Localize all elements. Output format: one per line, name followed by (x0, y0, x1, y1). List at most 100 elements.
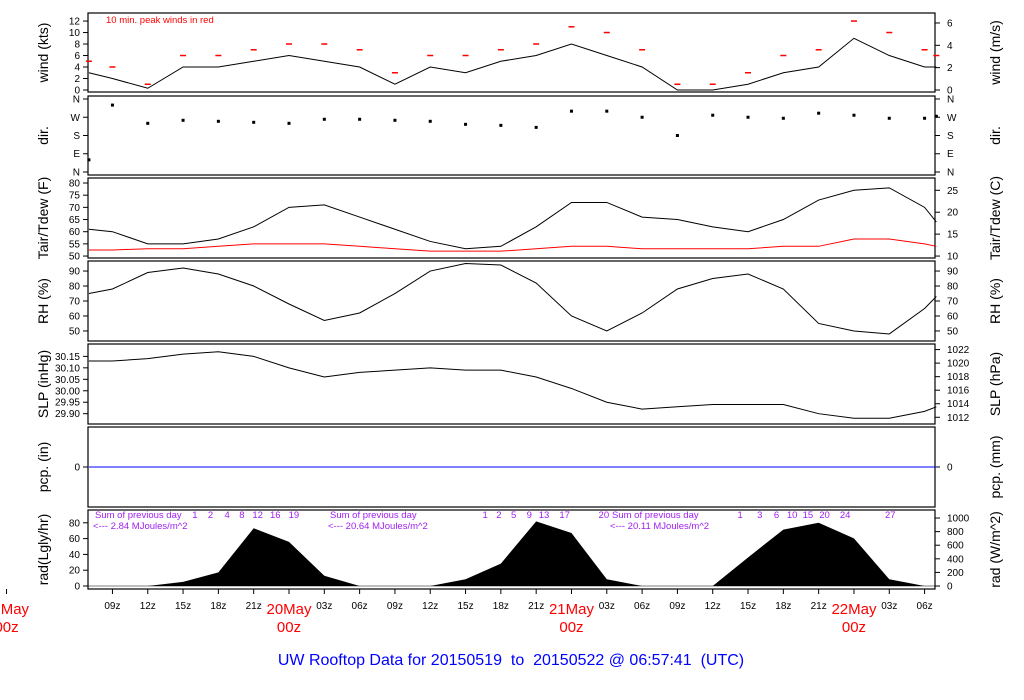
slp-right-tick-label: 1012 (947, 413, 970, 424)
slp-right-tick-label: 1014 (947, 399, 970, 410)
cumulative-radiation-label: 13 (539, 510, 550, 521)
chart-title: UW Rooftop Data for 20150519 to 20150522… (278, 652, 744, 669)
temp-right-tick-label: 20 (947, 208, 959, 219)
x-tick-label: 03z (881, 601, 897, 612)
slp-left-tick-label: 30.05 (55, 375, 80, 386)
rh-left-tick-label: 80 (69, 282, 81, 293)
temp-left-tick-label: 55 (69, 239, 81, 250)
x-tick-label: 03z (316, 601, 332, 612)
wind-right-axis-label: wind (m/s) (987, 20, 1003, 86)
x-tick-label: 15z (175, 601, 191, 612)
wind-left-tick-label: 6 (74, 51, 80, 62)
cumulative-radiation-label: 19 (289, 510, 300, 521)
daily-sum-value: <--- 20.64 MJoules/m^2 (328, 521, 428, 532)
wind-direction-point (322, 117, 326, 121)
temp-right-tick-label: 15 (947, 230, 959, 241)
dir-right-axis-label: dir. (987, 126, 1003, 145)
daily-sum-label: Sum of previous day (95, 510, 182, 521)
dir-panel-frame (87, 95, 936, 176)
rad-left-tick-label: 20 (69, 566, 81, 577)
rh-right-tick-label: 70 (947, 297, 959, 308)
wind-direction-point (393, 118, 397, 122)
rad-right-tick-label: 800 (947, 527, 964, 538)
x-tick-label: 12z (140, 601, 156, 612)
x-tick-label: 18z (775, 601, 791, 612)
wind-direction-point (216, 119, 220, 123)
rad-left-tick-label: 60 (69, 534, 81, 545)
slp-right-tick-label: 1022 (947, 345, 970, 356)
dir-left-axis-label: dir. (35, 126, 51, 145)
dir-left-tick-label: W (71, 113, 81, 124)
cumulative-radiation-label: 17 (559, 510, 570, 521)
temp-series-line-1 (88, 238, 937, 252)
x-tick-label: 12z (422, 601, 438, 612)
cumulative-radiation-label: 8 (239, 510, 244, 521)
slp-left-tick-label: 30.15 (55, 352, 80, 363)
wind-direction-point (87, 158, 91, 162)
temp-left-axis-label: Tair/Tdew (F) (35, 177, 51, 259)
wind-direction-point (252, 120, 256, 124)
rh-right-tick-label: 80 (947, 282, 959, 293)
daily-sum-label: Sum of previous day (330, 510, 417, 521)
slp-right-tick-label: 1016 (947, 386, 970, 397)
date-label-day: 20May (266, 601, 312, 618)
rad-left-tick-label: 0 (74, 582, 80, 593)
date-label-day: 22May (831, 601, 877, 618)
dir-right-tick-label: S (947, 131, 954, 142)
slp-left-tick-label: 29.90 (55, 409, 80, 420)
temp-right-tick-label: 25 (947, 186, 959, 197)
rad-right-tick-label: 600 (947, 541, 964, 552)
rh-series-line-0 (88, 263, 937, 335)
wind-direction-point (428, 119, 432, 123)
x-tick-label: 21z (528, 601, 544, 612)
wind-left-tick-label: 8 (74, 40, 80, 51)
rad-right-tick-label: 0 (947, 582, 953, 593)
wind-left-tick-label: 2 (74, 74, 80, 85)
rad-right-axis-label: rad (W/m^2) (987, 511, 1003, 588)
x-tick-label: 15z (740, 601, 756, 612)
rad-right-tick-label: 400 (947, 554, 964, 565)
slp-left-tick-label: 30.10 (55, 363, 80, 374)
wind-right-tick-label: 0 (947, 85, 953, 96)
rh-left-tick-label: 50 (69, 326, 81, 337)
cumulative-radiation-label: 20 (819, 510, 830, 521)
dir-left-tick-label: S (73, 131, 80, 142)
wind-direction-point (934, 114, 938, 118)
slp-left-tick-label: 30.00 (55, 386, 80, 397)
dir-right-tick-label: E (947, 149, 954, 160)
cumulative-radiation-label: 1 (483, 510, 488, 521)
dir-left-tick-label: E (73, 149, 80, 160)
slp-right-axis-label: SLP (hPa) (987, 352, 1003, 416)
dir-left-tick-label: N (73, 95, 80, 106)
cumulative-radiation-label: 1 (738, 510, 743, 521)
temp-left-tick-label: 65 (69, 215, 81, 226)
cumulative-radiation-label: 27 (885, 510, 896, 521)
daily-sum-value: <--- 2.84 MJoules/m^2 (93, 521, 187, 532)
wind-right-tick-label: 6 (947, 18, 953, 29)
cumulative-radiation-label: 10 (787, 510, 798, 521)
rh-left-tick-label: 90 (69, 267, 81, 278)
wind-series-line-0 (88, 37, 937, 91)
x-tick-label: 09z (669, 601, 685, 612)
date-label-day: 21May (549, 601, 595, 618)
date-label-hour: 00z (842, 619, 866, 636)
dir-left-tick-label: N (73, 167, 80, 178)
rad-left-tick-label: 40 (69, 550, 81, 561)
wind-direction-point (110, 103, 114, 107)
cumulative-radiation-label: 16 (270, 510, 281, 521)
dir-right-tick-label: W (947, 113, 957, 124)
wind-direction-point (640, 115, 644, 119)
x-tick-label: 18z (493, 601, 509, 612)
wind-direction-point (781, 116, 785, 120)
rh-right-tick-label: 90 (947, 267, 959, 278)
rad-left-axis-label: rad(Lgly/hr) (35, 514, 51, 586)
rh-right-axis-label: RH (%) (987, 278, 1003, 324)
wind-direction-point (287, 121, 291, 125)
wind-left-tick-label: 10 (69, 28, 81, 39)
temp-panel-frame (87, 177, 936, 259)
x-tick-label: 18z (210, 601, 226, 612)
pcp-left-axis-label: pcp. (in) (35, 442, 51, 493)
temp-left-tick-label: 70 (69, 203, 81, 214)
x-tick-label: 15z (457, 601, 473, 612)
